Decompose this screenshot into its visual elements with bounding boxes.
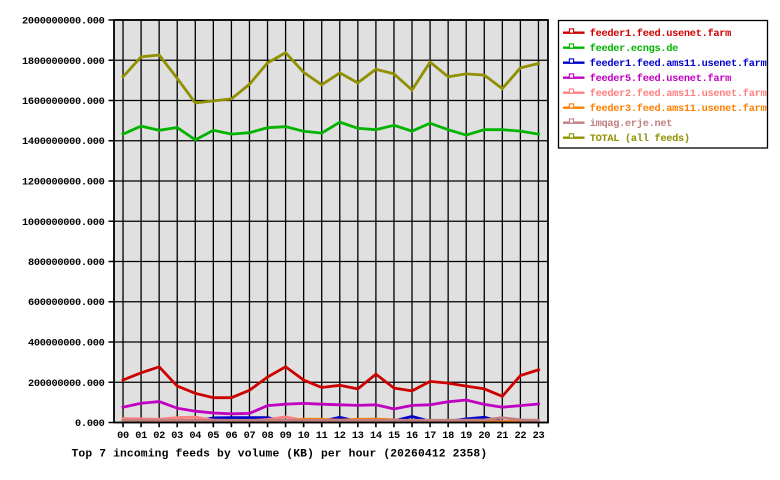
- svg-text:13: 13: [352, 430, 364, 442]
- svg-text:400000000.000: 400000000.000: [28, 338, 105, 350]
- svg-text:12: 12: [334, 430, 346, 442]
- svg-text:10: 10: [298, 430, 310, 442]
- svg-text:18: 18: [442, 430, 454, 442]
- svg-text:03: 03: [171, 430, 183, 442]
- svg-text:2000000000.000: 2000000000.000: [22, 16, 105, 28]
- svg-text:feeder2.feed.ams11.usenet.farm: feeder2.feed.ams11.usenet.farm: [590, 88, 767, 100]
- svg-text:11: 11: [316, 430, 328, 442]
- svg-text:imqag.erje.net: imqag.erje.net: [590, 118, 673, 130]
- svg-text:02: 02: [153, 430, 165, 442]
- svg-text:22: 22: [515, 430, 527, 442]
- svg-text:feeder.ecngs.de: feeder.ecngs.de: [590, 43, 678, 55]
- svg-text:16: 16: [406, 430, 418, 442]
- svg-text:15: 15: [388, 430, 400, 442]
- svg-text:20: 20: [478, 430, 490, 442]
- svg-text:04: 04: [189, 430, 201, 442]
- svg-text:1600000000.000: 1600000000.000: [22, 96, 105, 108]
- svg-text:1800000000.000: 1800000000.000: [22, 56, 105, 68]
- svg-text:feeder3.feed.ams11.usenet.farm: feeder3.feed.ams11.usenet.farm: [590, 103, 767, 115]
- svg-text:feeder1.feed.ams11.usenet.farm: feeder1.feed.ams11.usenet.farm: [590, 58, 767, 70]
- svg-text:Top 7 incoming feeds by volume: Top 7 incoming feeds by volume (KB) per …: [72, 449, 488, 461]
- svg-text:07: 07: [244, 430, 256, 442]
- svg-text:200000000.000: 200000000.000: [28, 378, 105, 390]
- svg-text:800000000.000: 800000000.000: [28, 257, 105, 269]
- svg-text:17: 17: [424, 430, 436, 442]
- svg-text:TOTAL (all feeds): TOTAL (all feeds): [590, 133, 690, 145]
- svg-text:23: 23: [533, 430, 545, 442]
- svg-text:14: 14: [370, 430, 382, 442]
- svg-text:01: 01: [135, 430, 147, 442]
- svg-text:0.000: 0.000: [75, 418, 105, 430]
- svg-text:19: 19: [460, 430, 472, 442]
- svg-text:feeder1.feed.usenet.farm: feeder1.feed.usenet.farm: [590, 28, 731, 40]
- svg-text:00: 00: [117, 430, 129, 442]
- svg-text:1400000000.000: 1400000000.000: [22, 136, 105, 148]
- svg-text:feeder5.feed.usenet.farm: feeder5.feed.usenet.farm: [590, 73, 731, 85]
- svg-text:05: 05: [207, 430, 219, 442]
- svg-text:08: 08: [262, 430, 274, 442]
- svg-text:09: 09: [280, 430, 292, 442]
- svg-text:1000000000.000: 1000000000.000: [22, 217, 105, 229]
- svg-text:600000000.000: 600000000.000: [28, 297, 105, 309]
- svg-text:21: 21: [496, 430, 508, 442]
- svg-text:06: 06: [226, 430, 238, 442]
- svg-text:1200000000.000: 1200000000.000: [22, 177, 105, 189]
